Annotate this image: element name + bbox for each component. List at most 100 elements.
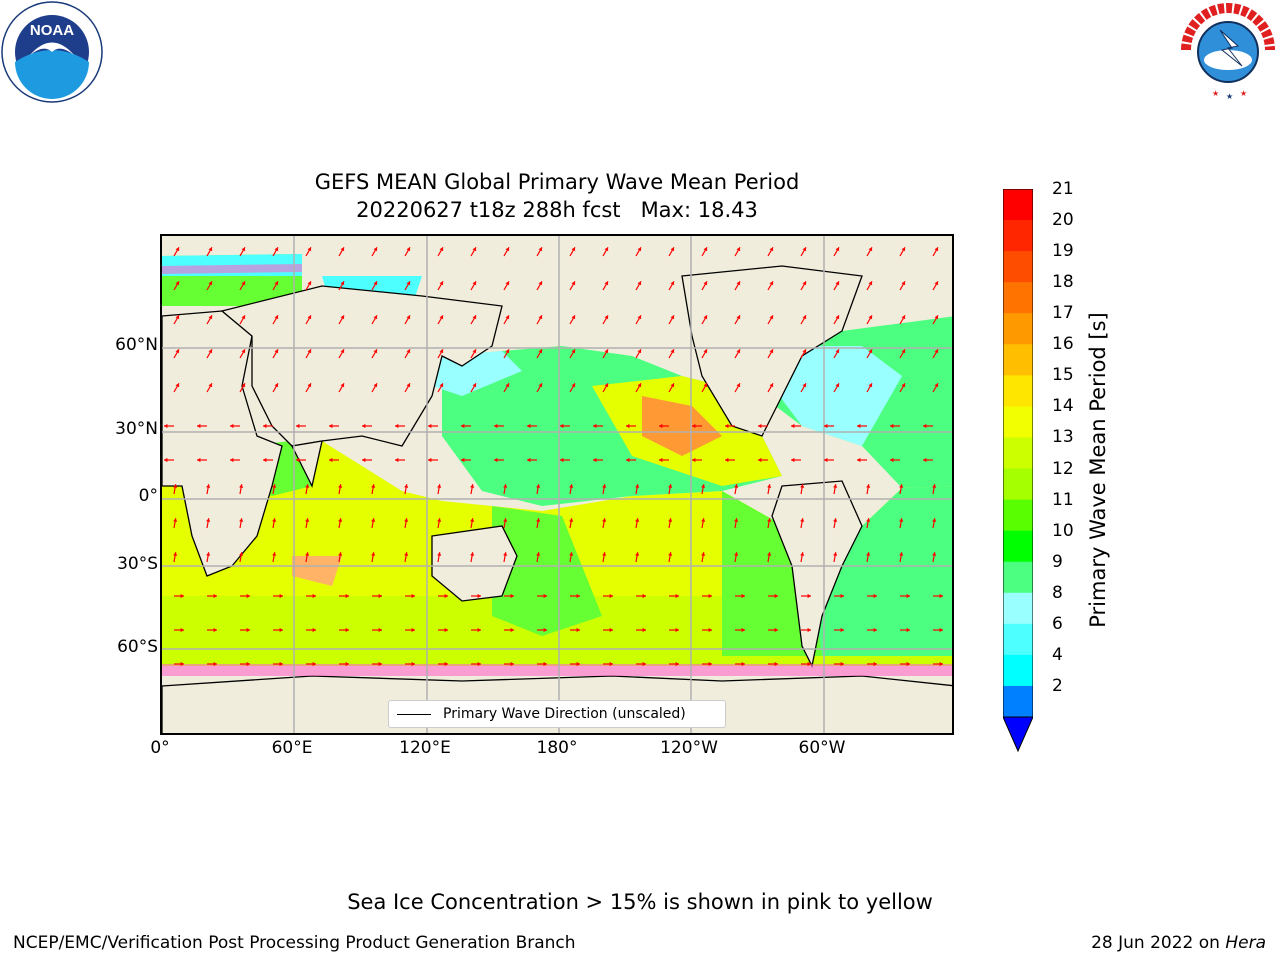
colorbar-tick-label: 4: [1052, 644, 1063, 665]
wave-arrow-head: [637, 247, 642, 252]
wave-arrow-head: [701, 484, 706, 488]
wave-arrow-head: [164, 423, 168, 429]
wave-arrow-head: [734, 518, 739, 522]
wave-arrow-head: [866, 552, 871, 556]
wave-arrow-head: [833, 518, 838, 522]
colorbar-band: [1003, 313, 1033, 345]
wave-arrow-head: [800, 518, 805, 522]
wave-arrow-head: [472, 383, 477, 388]
wave-arrow-head: [444, 593, 448, 599]
wave-arrow-head: [734, 484, 739, 488]
wave-arrow-head: [338, 552, 343, 556]
wave-arrow-head: [807, 593, 811, 599]
wave-arrow-head: [378, 593, 382, 599]
wave-arrow-head: [560, 423, 564, 429]
wave-arrow-head: [899, 518, 904, 522]
wave-arrow-head: [272, 552, 277, 556]
wave-arrow-head: [791, 423, 795, 429]
wave-arrow-head: [373, 383, 378, 388]
colorbar-band: [1003, 685, 1033, 718]
wave-arrow-head: [307, 281, 312, 286]
wave-arrow-head: [901, 349, 906, 354]
wave-arrow-head: [404, 518, 409, 522]
wave-arrow-head: [668, 518, 673, 522]
wave-arrow-head: [439, 315, 444, 320]
wave-arrow-head: [503, 518, 508, 522]
wave-arrow-head: [406, 247, 411, 252]
wave-arrow-head: [670, 349, 675, 354]
wave-arrow-head: [609, 661, 613, 667]
map-canvas: [162, 236, 952, 733]
wave-arrow-head: [769, 315, 774, 320]
wave-arrow-head: [835, 349, 840, 354]
wave-arrow-head: [239, 484, 244, 488]
wave-arrow-head: [206, 518, 211, 522]
colorbar-band: [1003, 623, 1033, 656]
wave-arrow-head: [703, 383, 708, 388]
wave-arrow-head: [703, 315, 708, 320]
wave-arrow-head: [164, 457, 168, 463]
wave-arrow-head: [637, 281, 642, 286]
wave-arrow-head: [934, 247, 939, 252]
wave-arrow-head: [470, 518, 475, 522]
wave-arrow-head: [395, 423, 399, 429]
colorbar-band: [1003, 251, 1033, 283]
lon-tick-60e: 60°E: [271, 738, 313, 758]
wave-arrow-head: [701, 552, 706, 556]
wave-arrow-head: [437, 518, 442, 522]
wave-arrow-head: [246, 593, 250, 599]
colorbar-band: [1003, 189, 1033, 221]
lat-tick-0: 0°: [138, 486, 158, 506]
wave-arrow-head: [637, 315, 642, 320]
wave-arrow-head: [470, 484, 475, 488]
wave-arrow-head: [206, 552, 211, 556]
wave-arrow-head: [741, 593, 745, 599]
wave-arrow-head: [840, 593, 844, 599]
wave-arrow-head: [835, 281, 840, 286]
wave-arrow-head: [274, 247, 279, 252]
colorbar-tick-label: 11: [1052, 489, 1074, 510]
wave-arrow-head: [604, 247, 609, 252]
wave-arrow-head: [543, 627, 547, 633]
wave-arrow-head: [472, 281, 477, 286]
wave-arrow-head: [538, 349, 543, 354]
wave-arrow-head: [536, 484, 541, 488]
wave-arrow-head: [274, 383, 279, 388]
wave-arrow-head: [604, 383, 609, 388]
wave-arrow-head: [840, 627, 844, 633]
chart-title: GEFS MEAN Global Primary Wave Mean Perio…: [314, 170, 800, 194]
wave-arrow-head: [362, 457, 366, 463]
wave-arrow-head: [736, 247, 741, 252]
wave-arrow-head: [477, 661, 481, 667]
wave-arrow-head: [305, 552, 310, 556]
wave-arrow-head: [670, 247, 675, 252]
colorbar-tick-label: 18: [1052, 272, 1074, 293]
wave-arrow-head: [576, 627, 580, 633]
wave-arrow-head: [802, 315, 807, 320]
lat-tick-30n: 30°N: [115, 419, 158, 439]
footer-credit: NCEP/EMC/Verification Post Processing Pr…: [13, 933, 576, 953]
lon-tick-60w: 60°W: [798, 738, 846, 758]
wave-arrow-head: [642, 661, 646, 667]
colorbar-label: Primary Wave Mean Period [s]: [1086, 312, 1110, 628]
wave-arrow-head: [873, 627, 877, 633]
wave-arrow-head: [670, 383, 675, 388]
wave-arrow-head: [932, 518, 937, 522]
wave-arrow-head: [901, 247, 906, 252]
wave-arrow-head: [934, 315, 939, 320]
wave-direction-arrows: [164, 247, 943, 667]
wave-arrow-head: [635, 484, 640, 488]
noaa-logo-text: NOAA: [30, 22, 74, 39]
wave-arrow-head: [406, 315, 411, 320]
wave-arrow-head: [213, 661, 217, 667]
colorbar-extend-triangle: [1002, 716, 1034, 753]
wave-arrow-head: [708, 661, 712, 667]
wave-arrow-head: [208, 383, 213, 388]
wave-arrow-head: [901, 315, 906, 320]
wave-arrow-head: [642, 593, 646, 599]
wave-arrow-head: [857, 423, 861, 429]
wave-arrow-head: [477, 593, 481, 599]
svg-text:★: ★: [1240, 89, 1247, 98]
wave-arrow-head: [868, 247, 873, 252]
wave-arrow-head: [868, 315, 873, 320]
